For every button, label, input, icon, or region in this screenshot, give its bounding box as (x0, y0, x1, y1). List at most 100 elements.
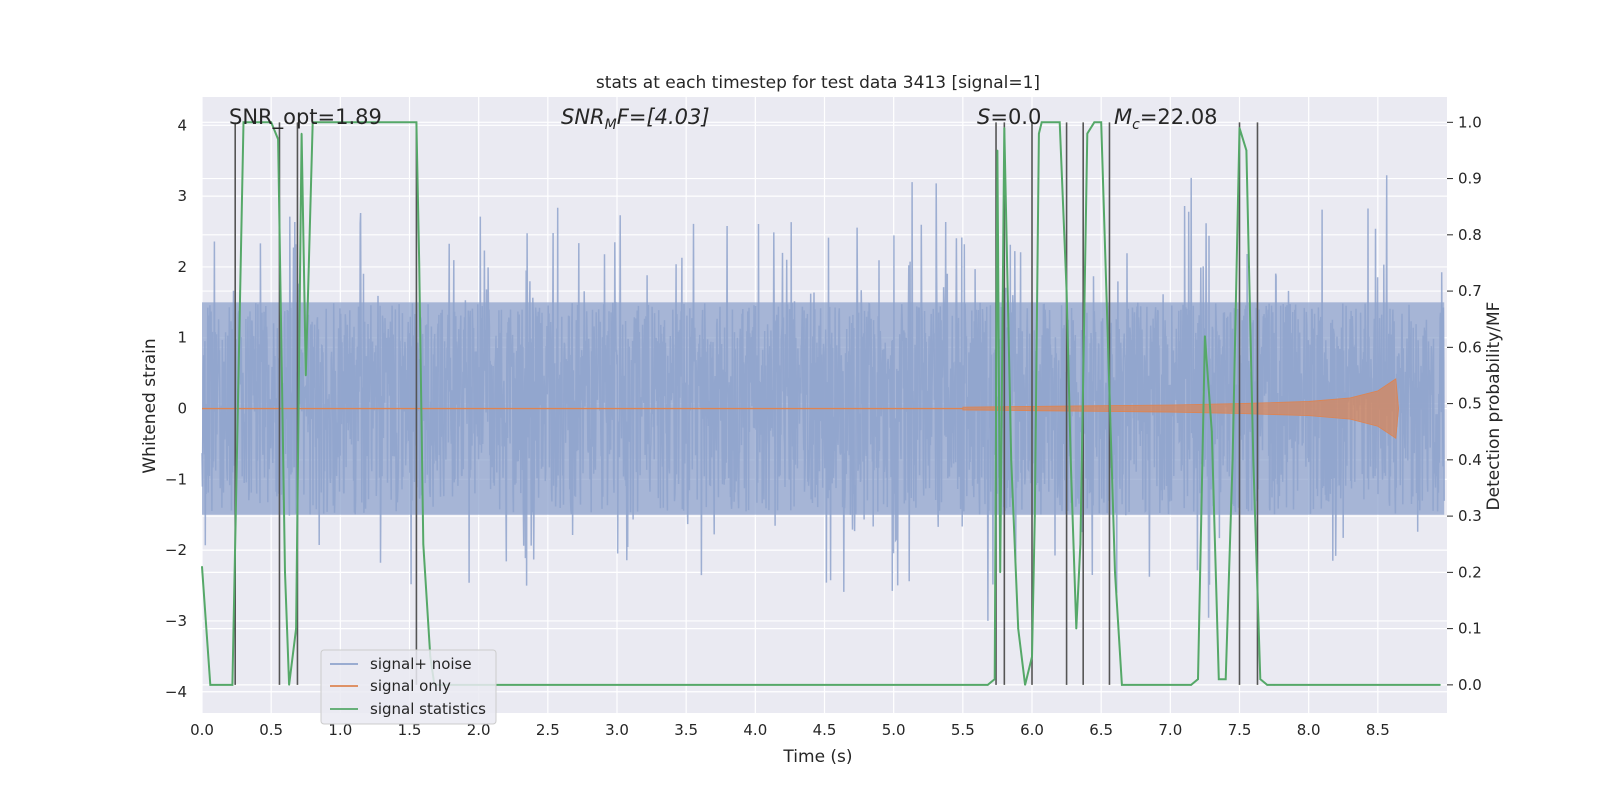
annotation-s: S=0.0 (977, 105, 1041, 129)
signal-statistics-point (1224, 678, 1227, 681)
legend-box (320, 649, 497, 725)
x-tick-label: 6.0 (1020, 721, 1044, 739)
y-right-tick-label: 0.4 (1458, 451, 1482, 469)
y-right-tick-label: 0.7 (1458, 282, 1482, 300)
signal-statistics-point (1217, 678, 1220, 681)
x-tick-label: 2.5 (536, 721, 560, 739)
signal-statistics-point (1211, 430, 1213, 433)
x-tick-label: 6.5 (1089, 721, 1113, 739)
signal-statistics-point (1003, 127, 1006, 129)
signal-statistics-point (209, 684, 212, 686)
x-tick-label: 1.0 (328, 721, 352, 739)
legend-label-signal-statistics: signal statistics (370, 700, 486, 718)
signal-statistics-point (1086, 132, 1089, 135)
y-left-tick-label: −3 (165, 612, 187, 630)
x-tick-label: 4.0 (743, 721, 767, 739)
x-tick-label: 8.0 (1297, 721, 1321, 739)
y-right-tick-label: 0.6 (1458, 338, 1482, 356)
legend: signal+ noise signal only signal statist… (320, 649, 497, 725)
signal-statistics-point (1040, 121, 1043, 124)
statistics-series (201, 121, 1441, 686)
y-left-tick-label: 0 (177, 400, 187, 418)
y-right-tick-label: 0.2 (1458, 563, 1482, 581)
signal-statistics-point (1273, 684, 1275, 686)
x-tick-label: 0.0 (190, 721, 214, 739)
legend-label-signal-noise: signal+ noise (370, 655, 472, 673)
signal-statistics-point (300, 132, 303, 135)
x-tick-label: 4.5 (813, 721, 837, 739)
signal-statistics-point (1017, 627, 1019, 630)
y-axis-left-label: Whitened strain (140, 338, 160, 473)
x-axis-label: Time (s) (782, 747, 852, 767)
x-tick-label: 5.5 (951, 721, 975, 739)
signal-statistics-point (277, 138, 279, 140)
x-tick-label: 2.0 (467, 721, 491, 739)
signal-statistics-point (1245, 149, 1248, 152)
x-tick-label: 8.5 (1366, 721, 1390, 739)
signal-statistics-point (231, 684, 234, 686)
y-left-tick-label: 3 (177, 187, 187, 205)
signal-statistics-point (1107, 346, 1109, 349)
y-left-tick-label: −1 (165, 470, 187, 488)
y-axis-right-ticks: 1.0 0.9 0.8 0.7 0.6 0.5 0.4 0.3 0.2 0.1 0.0 (1447, 113, 1482, 694)
signal-statistics-point (304, 374, 307, 377)
signal-series (202, 378, 1399, 439)
signal-statistics-point (1266, 684, 1268, 686)
signal-statistics-point (1024, 684, 1026, 686)
x-tick-label: 5.0 (882, 721, 906, 739)
signal-statistics-point (1069, 459, 1072, 461)
signal-statistics-point (270, 121, 272, 124)
signal-statistics-point (1079, 543, 1082, 546)
y-left-tick-label: 1 (177, 329, 187, 347)
x-axis-ticks: 0.0 0.5 1.0 1.5 2.0 2.5 3.0 3.5 4.0 4.5 5.0 5.5 6.0 6… (190, 721, 1390, 739)
annotation-mc: Mc=22.08 (1114, 105, 1218, 133)
signal-statistics-point (295, 627, 297, 630)
signal-statistics-point (1038, 132, 1040, 135)
annotation-snr-mf: SNRMF=[4.03] (561, 105, 710, 133)
signal-statistics-point (1075, 627, 1078, 630)
y-right-tick-label: 0.5 (1458, 395, 1482, 413)
y-axis-left-ticks: 4 3 2 1 0 −1 −2 −3 −4 (165, 116, 187, 700)
signal-statistics-point (1252, 459, 1255, 461)
signal-statistics-point (993, 678, 996, 681)
annotation-snr-opt: SNR_opt=1.89 (229, 105, 382, 130)
signal-statistics-point (1058, 121, 1061, 124)
signal-statistics-point (1100, 121, 1102, 124)
y-left-tick-label: 4 (177, 116, 187, 134)
signal-statistics-point (201, 565, 203, 568)
x-tick-label: 3.0 (605, 721, 629, 739)
signal-statistics-point (1010, 459, 1013, 461)
signal-statistics-point (1065, 290, 1068, 292)
y-right-tick-label: 0.3 (1458, 507, 1482, 525)
y-left-tick-label: −4 (165, 683, 187, 701)
signal-statistics-point (1114, 571, 1116, 574)
signal-statistics-point (1121, 684, 1123, 686)
signal-statistics-point (288, 684, 290, 686)
signal-statistics-point (1093, 121, 1096, 124)
x-tick-label: 1.5 (398, 721, 422, 739)
y-right-tick-label: 0.9 (1458, 170, 1482, 188)
y-right-tick-label: 0.0 (1458, 676, 1482, 694)
signal-statistics-point (1238, 127, 1241, 129)
signal-statistics-point (242, 121, 245, 124)
signal-statistics-point (1197, 678, 1199, 681)
signal-statistics-point (422, 543, 425, 546)
signal-statistics-point (999, 571, 1001, 574)
signal-statistics-point (996, 149, 999, 152)
x-tick-label: 7.0 (1158, 721, 1182, 739)
y-left-tick-label: 2 (177, 258, 187, 276)
signal-statistics-point (1033, 515, 1036, 517)
signal-statistics-point (311, 121, 314, 124)
y-right-tick-label: 0.1 (1458, 620, 1482, 638)
signal-statistics-point (1128, 684, 1130, 686)
signal-statistics-point (1439, 684, 1441, 686)
y-right-tick-label: 1.0 (1458, 113, 1482, 131)
x-tick-label: 0.5 (259, 721, 283, 739)
chart-title: stats at each timestep for test data 341… (596, 73, 1040, 93)
legend-label-signal-only: signal only (370, 677, 451, 695)
signal-statistics-point (415, 121, 418, 124)
y-right-tick-label: 0.8 (1458, 226, 1482, 244)
signal-statistics-point (1031, 655, 1033, 658)
signal-only-chirp (962, 378, 1399, 439)
